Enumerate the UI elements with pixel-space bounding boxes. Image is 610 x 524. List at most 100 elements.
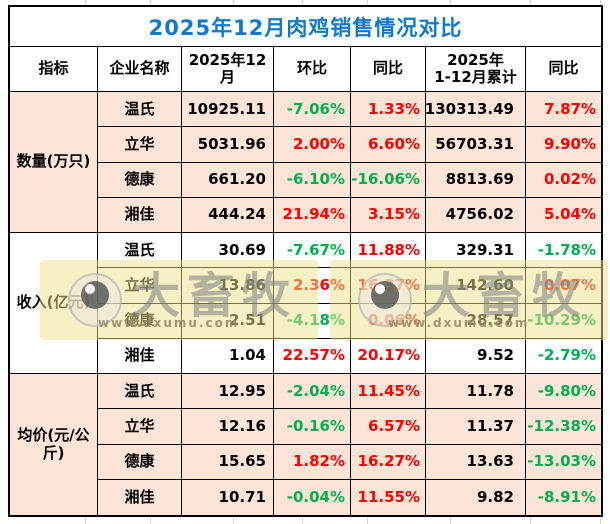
header-col-mom: 环比 — [274, 47, 351, 92]
section-label: 收入(亿元) — [10, 233, 98, 374]
cell-cum-yoy-pct: -12.38% — [526, 409, 601, 445]
cell-month-value: 13.86 — [182, 268, 274, 304]
cell-cumulative-value: 4756.02 — [426, 197, 526, 233]
cell-mom-pct: 21.94% — [274, 197, 351, 233]
cell-cumulative-value: 329.31 — [426, 233, 526, 269]
cell-mom-pct: 2.00% — [274, 127, 351, 163]
header-col-cumulative: 2025年 1-12月累计 — [426, 47, 526, 92]
cell-month-value: 5031.96 — [182, 127, 274, 163]
cell-month-value: 15.65 — [182, 444, 274, 480]
cell-cumulative-value: 8813.69 — [426, 162, 526, 198]
cell-cumulative-value: 9.52 — [426, 338, 526, 374]
cell-cum-yoy-pct: 0.02% — [526, 162, 601, 198]
gridline-tick — [150, 0, 151, 5]
cell-company: 湘佳 — [98, 479, 182, 515]
cell-cum-yoy-pct: -8.91% — [526, 479, 601, 515]
cell-company: 温氏 — [98, 92, 182, 128]
cell-month-value: 661.20 — [182, 162, 274, 198]
cell-cum-yoy-pct: -13.03% — [526, 444, 601, 480]
cell-yoy-pct: 6.60% — [351, 127, 426, 163]
header-col-indicator: 指标 — [10, 47, 98, 92]
cell-month-value: 10.71 — [182, 479, 274, 515]
cell-cumulative-value: 9.82 — [426, 479, 526, 515]
cell-yoy-pct: 16.27% — [351, 444, 426, 480]
cell-cum-yoy-pct: 5.04% — [526, 197, 601, 233]
cell-cum-yoy-pct: -10.29% — [526, 303, 601, 339]
cell-company: 立华 — [98, 409, 182, 445]
cell-month-value: 30.69 — [182, 233, 274, 269]
header-col-company: 企业名称 — [98, 47, 182, 92]
header-col-month: 2025年12月 — [182, 47, 274, 92]
cell-yoy-pct: 0.06% — [351, 303, 426, 339]
cell-month-value: 444.24 — [182, 197, 274, 233]
cell-yoy-pct: 6.57% — [351, 409, 426, 445]
cell-cum-yoy-pct: -1.78% — [526, 233, 601, 269]
gridline-tick — [85, 518, 86, 524]
cell-mom-pct: 22.57% — [274, 338, 351, 374]
cell-cumulative-value: 28.57 — [426, 303, 526, 339]
cell-yoy-pct: 11.55% — [351, 479, 426, 515]
cell-yoy-pct: 11.88% — [351, 233, 426, 269]
section-label: 均价(元/公斤) — [10, 374, 98, 515]
gridline-tick — [450, 0, 451, 5]
cell-month-value: 10925.11 — [182, 92, 274, 128]
cell-cumulative-value: 142.60 — [426, 268, 526, 304]
gridline-tick — [233, 518, 234, 524]
gridline-tick — [530, 0, 531, 5]
cell-cumulative-value: 56703.31 — [426, 127, 526, 163]
gridline-tick — [600, 0, 601, 5]
cell-company: 立华 — [98, 268, 182, 304]
cell-cum-yoy-pct: 0.07% — [526, 268, 601, 304]
cell-cumulative-value: 130313.49 — [426, 92, 526, 128]
cell-cum-yoy-pct: 9.90% — [526, 127, 601, 163]
cell-company: 温氏 — [98, 374, 182, 410]
cell-company: 湘佳 — [98, 197, 182, 233]
gridline-tick — [450, 518, 451, 524]
cell-mom-pct: -0.04% — [274, 479, 351, 515]
cell-month-value: 12.95 — [182, 374, 274, 410]
header-col-cum-yoy: 同比 — [526, 47, 601, 92]
table-title: 2025年12月肉鸡销售情况对比 — [10, 7, 601, 47]
cell-cum-yoy-pct: -9.80% — [526, 374, 601, 410]
cell-month-value: 1.04 — [182, 338, 274, 374]
cell-cum-yoy-pct: 7.87% — [526, 92, 601, 128]
gridline-tick — [233, 0, 234, 5]
cell-cumulative-value: 11.37 — [426, 409, 526, 445]
gridline-tick — [302, 0, 303, 5]
gridline-tick — [530, 518, 531, 524]
cell-yoy-pct: 20.17% — [351, 338, 426, 374]
cell-month-value: 12.16 — [182, 409, 274, 445]
cell-mom-pct: -2.04% — [274, 374, 351, 410]
cell-yoy-pct: 16.37% — [351, 268, 426, 304]
cell-mom-pct: -0.16% — [274, 409, 351, 445]
gridline-tick — [150, 518, 151, 524]
header-col-yoy: 同比 — [351, 47, 426, 92]
cell-mom-pct: 2.36% — [274, 268, 351, 304]
gridline-tick — [85, 0, 86, 5]
gridline-tick — [367, 518, 368, 524]
cell-cum-yoy-pct: -2.79% — [526, 338, 601, 374]
cell-company: 德康 — [98, 444, 182, 480]
cell-cumulative-value: 11.78 — [426, 374, 526, 410]
cell-mom-pct: 1.82% — [274, 444, 351, 480]
gridline-tick — [600, 518, 601, 524]
gridline-tick — [302, 518, 303, 524]
cell-company: 德康 — [98, 162, 182, 198]
cell-company: 湘佳 — [98, 338, 182, 374]
cell-yoy-pct: 11.45% — [351, 374, 426, 410]
section-label: 数量(万只) — [10, 92, 98, 233]
cell-company: 德康 — [98, 303, 182, 339]
cell-cumulative-value: 13.63 — [426, 444, 526, 480]
sales-comparison-table: 2025年12月肉鸡销售情况对比 指标 企业名称 2025年12月 环比 同比 2025年… — [8, 5, 603, 517]
cell-yoy-pct: -16.06% — [351, 162, 426, 198]
cell-mom-pct: -6.10% — [274, 162, 351, 198]
cell-yoy-pct: 3.15% — [351, 197, 426, 233]
cell-month-value: 2.51 — [182, 303, 274, 339]
cell-company: 温氏 — [98, 233, 182, 269]
cell-company: 立华 — [98, 127, 182, 163]
cell-mom-pct: -4.18% — [274, 303, 351, 339]
cell-mom-pct: -7.06% — [274, 92, 351, 128]
gridline-tick — [367, 0, 368, 5]
cell-mom-pct: -7.67% — [274, 233, 351, 269]
